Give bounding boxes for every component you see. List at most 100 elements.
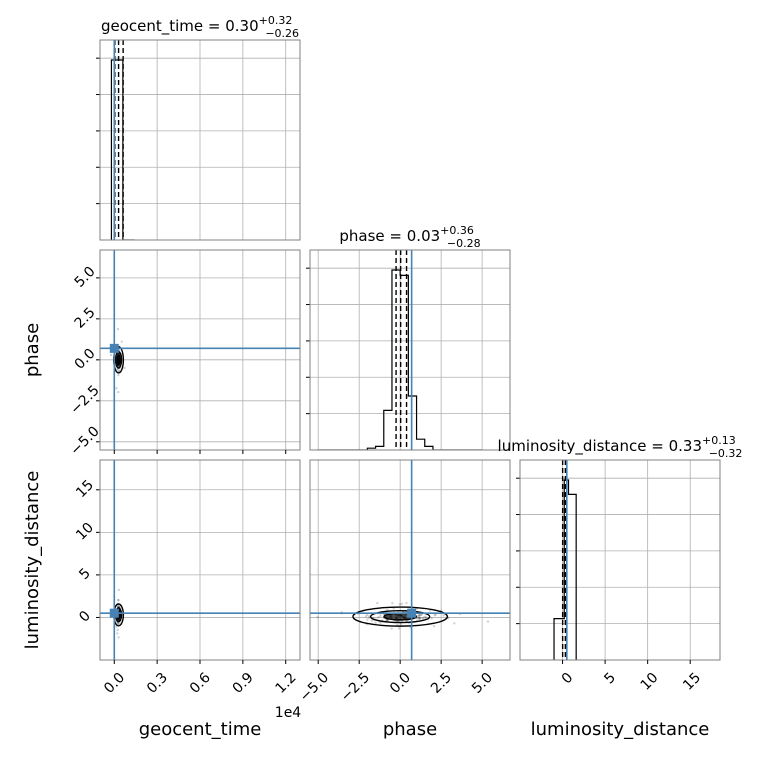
x-tick-label: 0.0 xyxy=(101,670,128,697)
sample-point xyxy=(116,368,119,371)
sample-point xyxy=(370,619,374,622)
sample-point xyxy=(418,617,421,621)
y-tick-label: −5.0 xyxy=(67,423,102,458)
truth-point xyxy=(109,608,119,618)
density-contour xyxy=(116,354,121,366)
sample-point xyxy=(117,364,120,368)
x-tick-label: 2.5 xyxy=(428,670,455,697)
y-axis-label-phase: phase xyxy=(22,323,43,377)
title-superscript: +0.32 xyxy=(259,14,293,27)
sample-point xyxy=(420,613,423,617)
sample-point xyxy=(379,621,382,624)
sample-point xyxy=(417,616,421,619)
sample-point xyxy=(120,340,124,343)
x-tick-label: 10 xyxy=(638,670,662,694)
sample-point xyxy=(422,616,425,619)
sample-point xyxy=(397,627,401,630)
x-tick-label: −5.0 xyxy=(297,670,332,705)
sample-point xyxy=(377,615,380,619)
sample-point xyxy=(434,613,437,616)
panel-title-luminosity_distance: luminosity_distance = 0.33+0.13 −0.32 xyxy=(498,434,743,460)
histogram-panel-phase: phase = 0.03+0.36 −0.28 xyxy=(306,224,511,451)
sample-point xyxy=(117,636,120,639)
sample-point xyxy=(424,616,428,620)
sample-point xyxy=(432,624,436,628)
sample-point xyxy=(117,598,120,602)
sample-point xyxy=(515,613,517,615)
truth-point xyxy=(109,343,119,353)
panel-frame xyxy=(309,249,511,451)
sample-point xyxy=(116,632,119,635)
x-tick-label: 5.0 xyxy=(469,670,496,697)
density-contour xyxy=(352,606,449,627)
x-tick-label: 0.0 xyxy=(387,670,414,697)
sample-point xyxy=(424,615,427,618)
sample-point xyxy=(400,602,404,605)
sample-point xyxy=(417,617,420,620)
y-tick-label: 10 xyxy=(73,520,97,544)
x-tick-label: 0.9 xyxy=(230,670,257,697)
sample-point xyxy=(117,373,120,377)
x-tick-label: 1.2 xyxy=(273,670,300,697)
y-tick-label: 2.5 xyxy=(72,305,99,332)
y-tick-label: 0.0 xyxy=(72,346,99,373)
histogram-panel-geocent_time: geocent_time = 0.30+0.32 −0.26 xyxy=(96,14,301,241)
sample-point xyxy=(418,617,422,620)
sample-point xyxy=(398,603,402,606)
grid-lines xyxy=(100,250,300,450)
sample-point xyxy=(385,618,388,622)
panel-frame xyxy=(99,39,301,241)
y-axis-label-luminosity_distance: luminosity_distance xyxy=(22,471,43,650)
x-offset-label: 1e4 xyxy=(275,705,302,721)
y-tick-label: 5.0 xyxy=(72,264,99,291)
grid-lines xyxy=(100,40,300,240)
x-tick-label: 0 xyxy=(559,670,577,688)
histogram-panel-luminosity_distance: luminosity_distance = 0.33+0.13 −0.32 0 5 10… xyxy=(498,434,743,740)
grid-lines xyxy=(310,460,510,660)
title-main: phase = 0.03 xyxy=(339,227,440,245)
sample-point xyxy=(116,605,120,608)
sample-point xyxy=(433,614,436,617)
sample-point xyxy=(376,601,379,605)
sample-point xyxy=(117,622,120,626)
sample-point xyxy=(390,627,393,630)
sample-point xyxy=(116,628,119,632)
panel-frame xyxy=(309,459,511,661)
sample-point xyxy=(453,622,456,625)
scatter-panel-luminosity_distance-vs-phase: −5.0 −2.5 0.0 2.5 5.0 phase xyxy=(297,459,517,740)
scatter-panel-luminosity_distance-vs-geocent_time: 0 5 10 15 luminosity_distance 0.0 0.3 0.6 0.9 1.2… xyxy=(22,459,302,740)
sample-point xyxy=(109,353,113,357)
x-tick-label: 5 xyxy=(601,670,619,688)
title-subscript: −0.32 xyxy=(709,447,743,460)
x-tick-label: −2.5 xyxy=(338,670,373,705)
grid-lines xyxy=(310,250,510,450)
title-subscript: −0.26 xyxy=(265,27,299,40)
sample-point xyxy=(486,620,490,623)
sample-point xyxy=(379,614,382,617)
y-tick-label: 0 xyxy=(76,608,94,626)
sample-point xyxy=(316,616,319,619)
sample-point xyxy=(117,598,120,602)
sample-point xyxy=(442,614,445,617)
title-superscript: +0.36 xyxy=(440,224,474,237)
sample-point xyxy=(418,613,421,617)
sample-point xyxy=(117,588,121,592)
sample-point xyxy=(366,613,369,617)
title-subscript: −0.28 xyxy=(447,237,481,250)
sample-point xyxy=(366,618,369,621)
grid-lines xyxy=(520,460,720,660)
y-tick-label: −2.5 xyxy=(67,382,102,417)
sample-point xyxy=(418,613,421,617)
grid-lines xyxy=(100,460,300,660)
title-main: geocent_time = 0.30 xyxy=(101,17,259,36)
sample-point xyxy=(418,614,421,617)
truth-point xyxy=(407,608,417,618)
sample-point xyxy=(374,621,377,624)
histogram-phase xyxy=(318,269,483,450)
scatter-panel-phase-vs-geocent_time: −5.0 −2.5 0.0 2.5 5.0 phase xyxy=(22,249,301,459)
panel-title-geocent_time: geocent_time = 0.30+0.32 −0.26 xyxy=(101,14,299,40)
x-axis-label-luminosity_distance: luminosity_distance xyxy=(531,719,710,740)
sample-point xyxy=(430,617,433,620)
panel-title-phase: phase = 0.03+0.36 −0.28 xyxy=(339,224,480,250)
